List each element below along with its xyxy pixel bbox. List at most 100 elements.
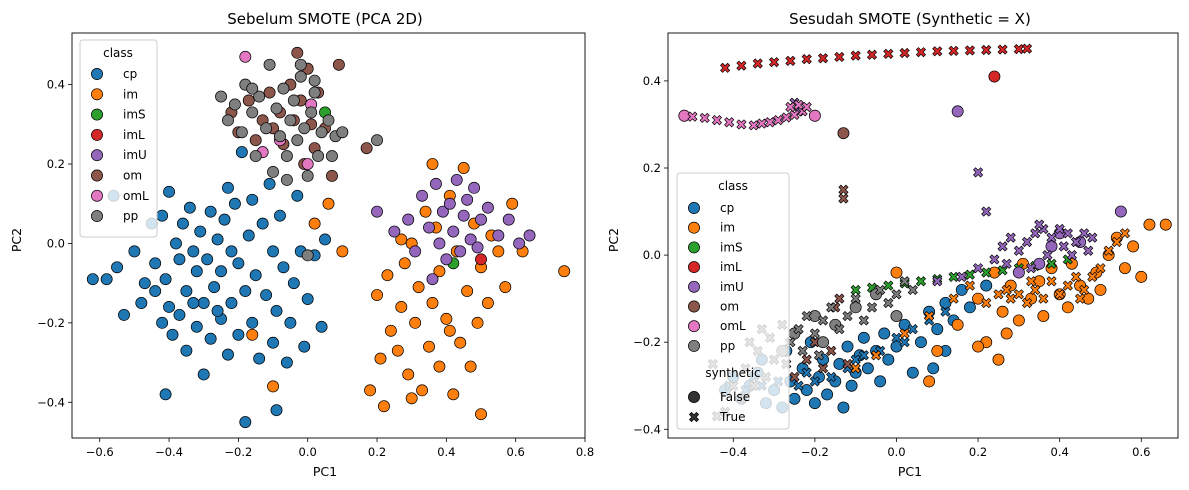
synthetic-point-imL <box>981 44 992 56</box>
data-point-om <box>360 142 373 155</box>
data-point-cp <box>280 356 293 369</box>
data-point-imU <box>464 233 477 246</box>
x-tick-label: 0.2 <box>969 445 987 459</box>
data-point-im <box>1082 292 1095 305</box>
data-point-imU <box>409 245 422 258</box>
synthetic-point-im <box>1021 297 1033 309</box>
data-point-im <box>1000 327 1013 340</box>
legend-marker-synthetic <box>688 411 700 423</box>
synthetic-point-cp <box>899 337 910 348</box>
legend-label-om: om <box>720 300 739 314</box>
data-point-cp <box>201 253 214 266</box>
data-point-im <box>558 265 571 278</box>
x-tick-label: 0.0 <box>887 445 905 459</box>
y-tick-label: 0.4 <box>643 74 661 88</box>
data-point-cp <box>246 316 259 329</box>
legend-marker-imU <box>91 149 103 162</box>
data-point-cp <box>833 358 846 370</box>
legend-label-pp: pp <box>123 209 138 223</box>
legend-marker-real <box>688 391 700 403</box>
data-point-imU <box>443 197 456 210</box>
data-point-imU <box>416 189 429 202</box>
synthetic-point-im <box>1054 289 1065 300</box>
data-point-im <box>992 353 1005 366</box>
data-point-cp <box>246 193 259 206</box>
legend-label-im: im <box>123 87 138 101</box>
legend-style-items: False True <box>688 390 750 424</box>
axis-ticks: −0.4 −0.2 0.0 0.2 0.4 0.6 −0.4 −0.2 0.0 0.2 0.4 <box>633 74 1150 459</box>
synthetic-point-pp <box>826 302 837 313</box>
data-point-pp <box>215 90 227 103</box>
synthetic-point-imU <box>1066 250 1078 261</box>
synthetic-point-im <box>1079 284 1090 296</box>
data-point-pp <box>253 90 266 103</box>
data-point-pp <box>312 150 325 163</box>
data-point-im <box>996 305 1009 318</box>
legend-marker-omL <box>688 320 700 333</box>
x-tick-label: −0.2 <box>801 445 829 459</box>
data-point-im <box>433 265 446 278</box>
synthetic-point-imU <box>1034 219 1045 230</box>
legend-marker-imS <box>91 108 103 121</box>
data-point-cp <box>180 285 193 298</box>
data-point-cp <box>301 293 314 305</box>
data-point-cp <box>980 279 993 292</box>
data-point-omL <box>808 109 821 122</box>
data-point-pp <box>263 58 276 71</box>
data-point-im <box>378 400 390 413</box>
data-point-cp <box>267 245 279 258</box>
data-point-im <box>972 340 985 353</box>
data-point-imU <box>388 225 401 238</box>
data-point-im <box>364 384 377 397</box>
data-point-cp <box>249 269 262 282</box>
data-point-cp <box>878 327 891 340</box>
legend-label-pp: pp <box>720 339 735 353</box>
data-point-cp <box>222 181 234 194</box>
chart-title: Sesudah SMOTE (Synthetic = X) <box>789 10 1031 28</box>
x-tick-label: −0.6 <box>86 445 114 459</box>
synthetic-point-pp <box>875 284 886 296</box>
y-tick-label: 0.2 <box>643 161 661 175</box>
data-point-im <box>951 318 964 331</box>
synthetic-point-im <box>1013 289 1024 300</box>
synthetic-point-im <box>948 293 959 304</box>
data-point-cp <box>204 332 217 345</box>
data-point-pp <box>301 249 314 262</box>
x-tick-label: 0.6 <box>507 445 525 459</box>
data-point-pp <box>280 173 293 186</box>
data-point-im <box>461 285 474 298</box>
y-tick-label: 0.2 <box>47 157 65 171</box>
synthetic-point-omL <box>748 120 759 131</box>
synthetic-point-omL <box>687 111 698 122</box>
data-point-imU <box>1012 266 1025 279</box>
data-point-im <box>1012 314 1025 327</box>
legend-marker-om <box>91 169 103 182</box>
data-point-pp <box>291 134 304 147</box>
y-tick-label: −0.4 <box>37 395 65 409</box>
data-point-cp <box>215 265 227 278</box>
synthetic-point-pp <box>813 350 825 361</box>
synthetic-point-om <box>826 345 837 356</box>
data-point-im <box>499 281 512 294</box>
data-point-im <box>426 158 439 170</box>
synthetic-point-omL <box>773 115 784 126</box>
data-point-pp <box>246 106 259 119</box>
legend-title: class <box>718 179 748 193</box>
data-point-cp <box>235 146 248 159</box>
synthetic-point-imL <box>883 48 894 59</box>
data-point-cp <box>218 213 231 226</box>
data-point-cp <box>222 348 234 361</box>
data-point-cp <box>274 209 286 222</box>
synthetic-point-pp <box>842 310 853 322</box>
data-point-im <box>890 266 903 279</box>
synthetic-point-im <box>1030 284 1041 296</box>
synthetic-point-pp <box>817 315 829 326</box>
data-point-cp <box>118 308 130 321</box>
data-point-pp <box>274 130 286 143</box>
synthetic-point-im <box>899 328 910 339</box>
synthetic-point-imS <box>850 284 861 296</box>
synthetic-point-pp <box>858 315 869 326</box>
synthetic-point-imU <box>997 241 1008 252</box>
synthetic-point-im <box>1026 276 1037 287</box>
data-point-pp <box>336 126 349 139</box>
